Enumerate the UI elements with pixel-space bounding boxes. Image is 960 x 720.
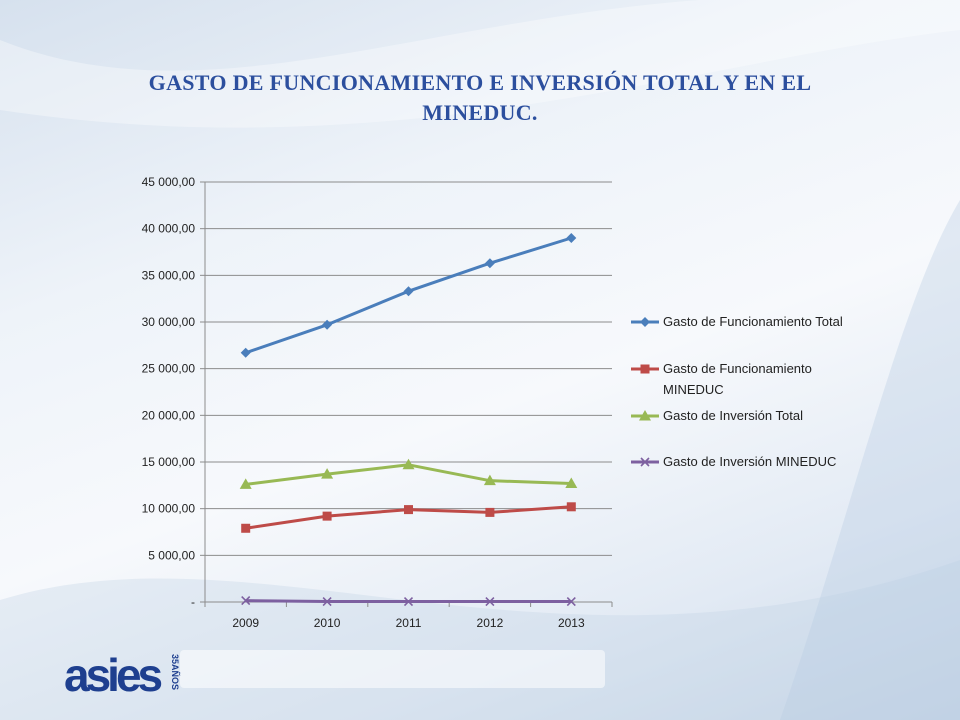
- slide-title-line-1: GASTO DE FUNCIONAMIENTO E INVERSIÓN TOTA…: [148, 70, 812, 95]
- data-point: [483, 474, 496, 486]
- data-point: [322, 319, 333, 330]
- x-tick-label: 2012: [477, 616, 504, 630]
- legend-marker-2: [639, 410, 651, 421]
- legend-label: Gasto de Funcionamiento: [663, 361, 812, 376]
- data-point: [485, 596, 495, 607]
- logo-badge: 35AÑOS: [170, 654, 180, 690]
- slide-title-line-2: MINEDUC.: [422, 100, 538, 125]
- legend-marker-0: [640, 317, 650, 327]
- x-tick-label: 2011: [396, 616, 422, 630]
- logo-text: asies: [64, 652, 162, 696]
- data-point: [241, 596, 251, 606]
- y-tick-label: 20 000,00: [142, 408, 196, 422]
- y-tick-label: 45 000,00: [142, 175, 196, 189]
- data-point: [566, 233, 577, 243]
- data-point: [239, 478, 252, 489]
- data-point: [321, 468, 334, 479]
- slide-title: GASTO DE FUNCIONAMIENTO E INVERSIÓN TOTA…: [80, 68, 880, 128]
- legend-label: Gasto de Funcionamiento Total: [663, 314, 843, 329]
- y-tick-label: 40 000,00: [142, 222, 196, 236]
- y-tick-label: -: [191, 595, 195, 609]
- data-point: [566, 596, 576, 607]
- data-point: [565, 477, 578, 488]
- asies-logo: asies 35AÑOS: [64, 652, 180, 696]
- data-point: [404, 505, 413, 515]
- data-point: [402, 458, 415, 470]
- data-point: [484, 258, 495, 269]
- y-tick-label: 25 000,00: [142, 362, 196, 376]
- legend-label: MINEDUC: [663, 382, 724, 397]
- data-point: [322, 511, 332, 521]
- x-tick-label: 2013: [558, 616, 585, 630]
- y-tick-label: 35 000,00: [142, 268, 196, 282]
- data-point: [485, 507, 495, 517]
- legend-label: Gasto de Inversión MINEDUC: [663, 454, 836, 469]
- data-point: [403, 286, 414, 297]
- logo-bar: [180, 650, 605, 688]
- legend-marker-1: [640, 364, 650, 374]
- data-point: [240, 347, 251, 358]
- y-tick-label: 15 000,00: [142, 455, 196, 469]
- data-point: [566, 502, 576, 512]
- legend-marker-3: [640, 457, 650, 467]
- y-tick-label: 5 000,00: [148, 548, 195, 562]
- data-point: [322, 596, 332, 607]
- data-point: [403, 596, 414, 607]
- y-tick-label: 30 000,00: [142, 315, 196, 329]
- y-tick-label: 10 000,00: [142, 502, 196, 516]
- x-tick-label: 2009: [232, 616, 259, 630]
- x-tick-label: 2010: [314, 616, 341, 630]
- data-point: [241, 523, 251, 533]
- legend-label: Gasto de Inversión Total: [663, 408, 803, 423]
